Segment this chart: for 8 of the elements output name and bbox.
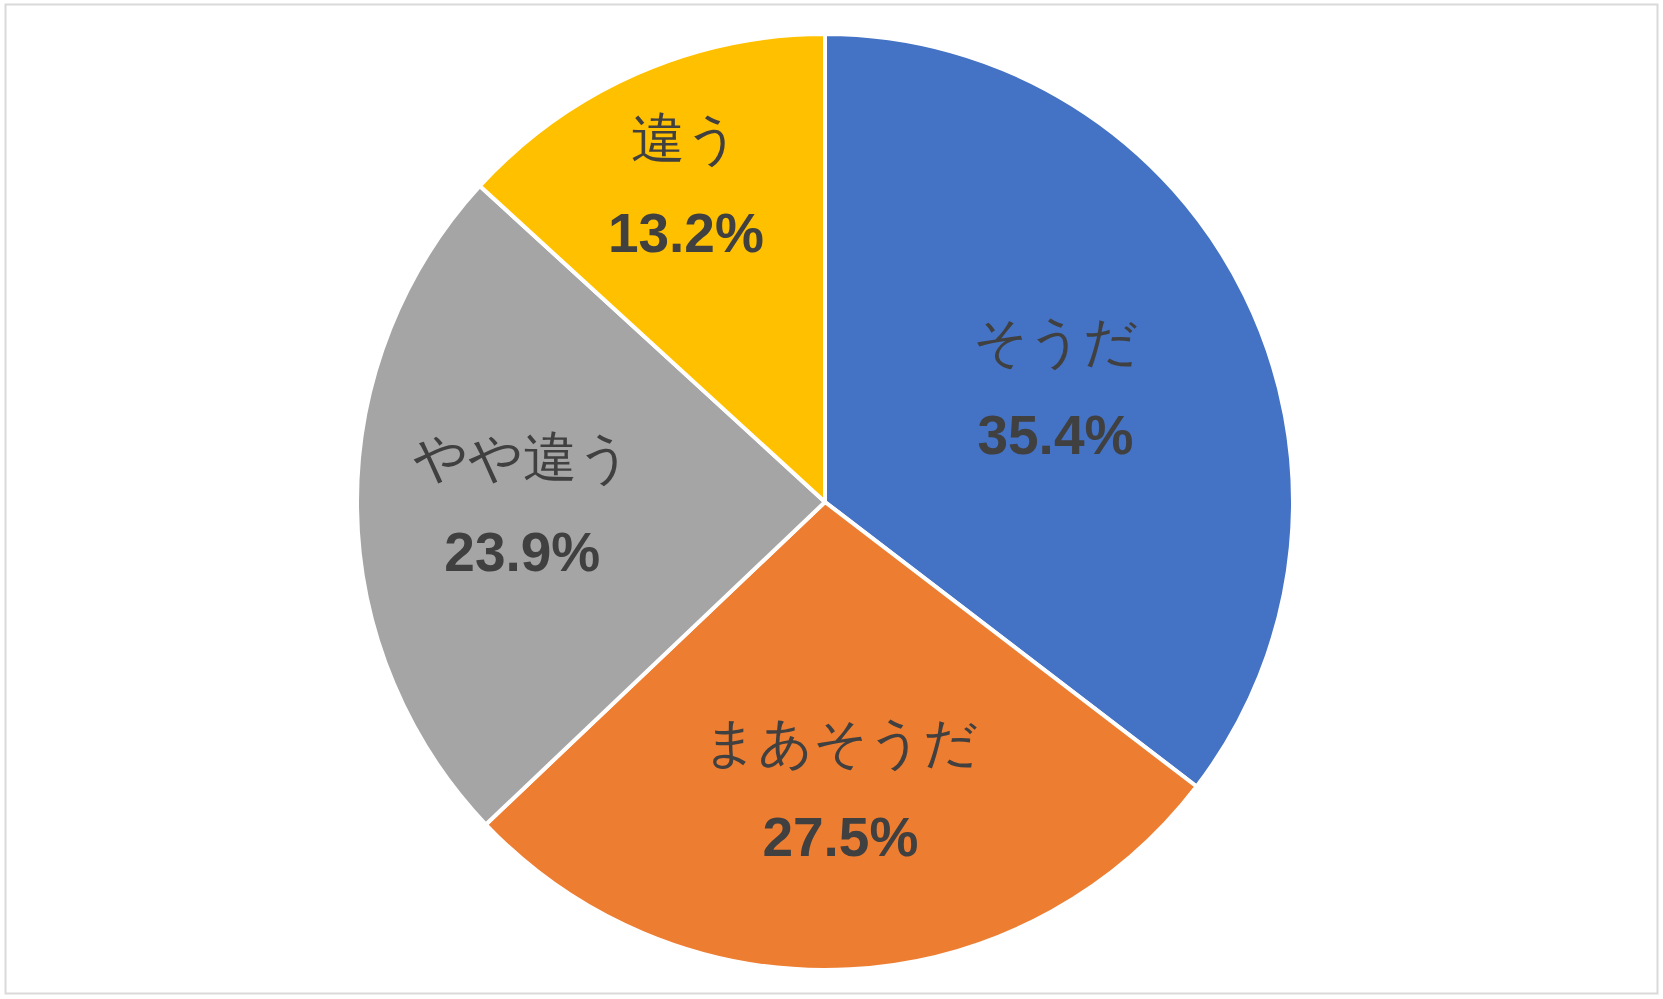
data-label: 13.2% <box>607 201 764 264</box>
data-label: 23.9% <box>444 520 601 583</box>
data-label: 27.5% <box>762 805 919 868</box>
data-label: 35.4% <box>977 404 1134 467</box>
slice-label: やや違う <box>412 426 632 490</box>
slice-label: そうだ <box>972 309 1138 373</box>
slice-label: まあそうだ <box>702 711 978 775</box>
slice-label: 違う <box>631 107 741 171</box>
